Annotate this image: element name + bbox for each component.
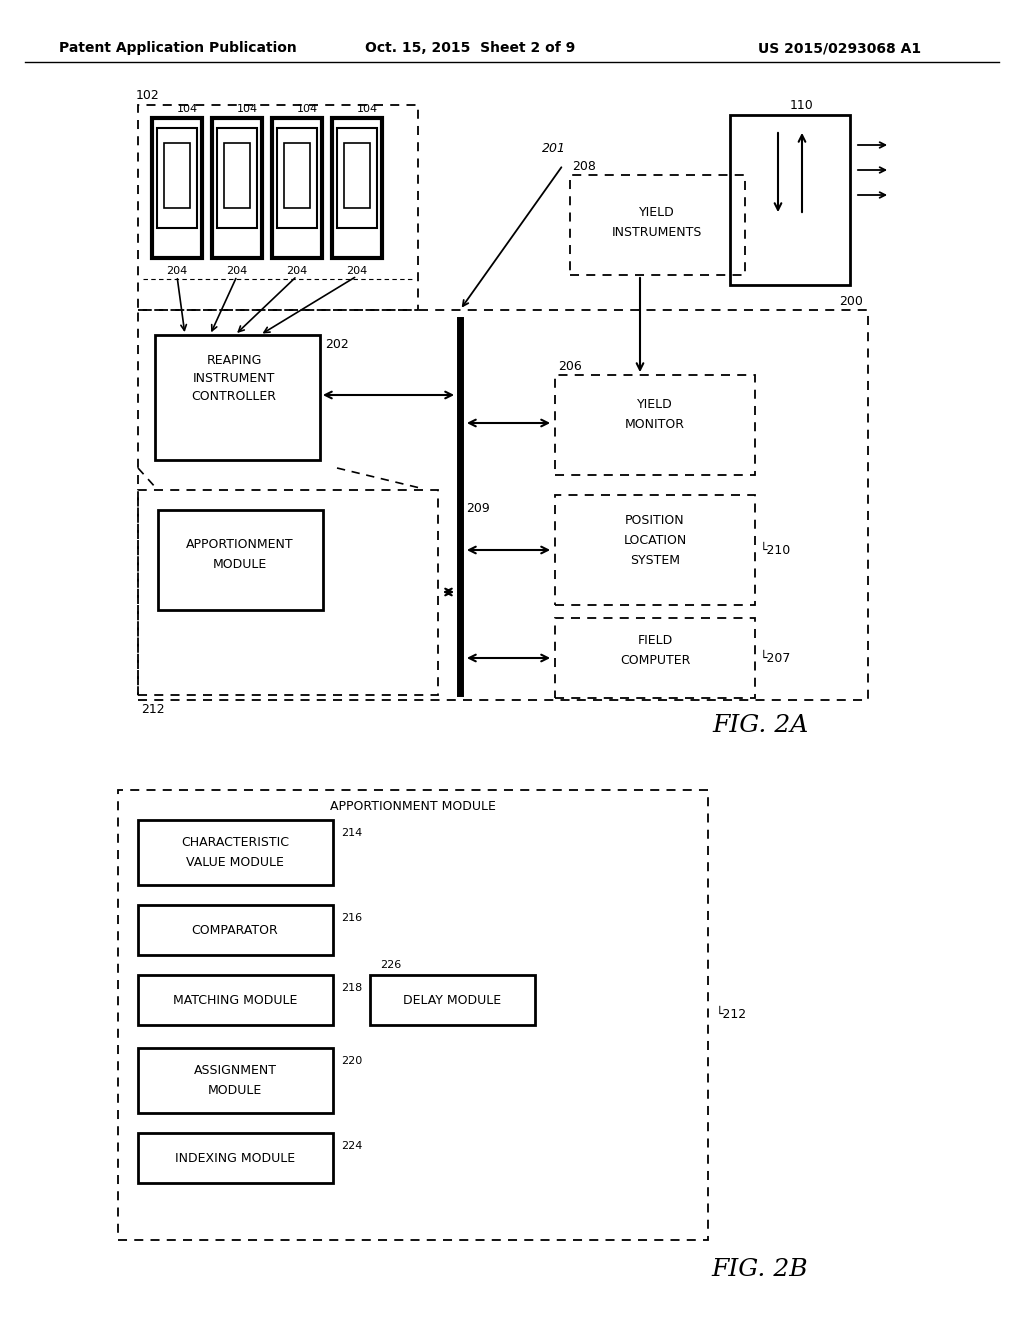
Bar xyxy=(555,618,755,698)
Bar xyxy=(164,143,190,209)
Text: COMPARATOR: COMPARATOR xyxy=(191,924,279,936)
Text: INSTRUMENT: INSTRUMENT xyxy=(193,371,275,384)
Bar xyxy=(138,1048,333,1113)
Text: 216: 216 xyxy=(341,913,362,923)
Text: 104: 104 xyxy=(177,104,198,114)
Bar xyxy=(155,335,319,459)
Bar xyxy=(570,176,745,275)
Text: FIG. 2B: FIG. 2B xyxy=(712,1258,808,1282)
Text: INDEXING MODULE: INDEXING MODULE xyxy=(175,1151,295,1164)
Bar xyxy=(138,906,333,954)
Bar xyxy=(138,1133,333,1183)
Text: 104: 104 xyxy=(357,104,378,114)
Bar xyxy=(272,117,322,257)
Text: MONITOR: MONITOR xyxy=(625,418,685,432)
Text: SYSTEM: SYSTEM xyxy=(630,553,680,566)
Text: 220: 220 xyxy=(341,1056,362,1067)
Text: YIELD: YIELD xyxy=(639,206,675,219)
Text: REAPING: REAPING xyxy=(206,354,262,367)
Text: US 2015/0293068 A1: US 2015/0293068 A1 xyxy=(759,41,922,55)
Text: 200: 200 xyxy=(839,294,863,308)
Text: MODULE: MODULE xyxy=(208,1084,262,1097)
Bar xyxy=(730,115,850,285)
Text: DELAY MODULE: DELAY MODULE xyxy=(402,994,501,1006)
Text: 226: 226 xyxy=(380,960,401,970)
Bar xyxy=(138,820,333,884)
Text: 204: 204 xyxy=(287,267,307,276)
Text: └210: └210 xyxy=(760,544,792,557)
Text: CHARACTERISTIC: CHARACTERISTIC xyxy=(181,836,289,849)
Text: LOCATION: LOCATION xyxy=(624,533,687,546)
Text: 208: 208 xyxy=(572,160,596,173)
Text: 202: 202 xyxy=(325,338,349,351)
Text: └207: └207 xyxy=(760,652,792,664)
Text: 214: 214 xyxy=(341,828,362,838)
Text: 104: 104 xyxy=(237,104,258,114)
Text: 209: 209 xyxy=(466,503,489,516)
Bar xyxy=(212,117,262,257)
Bar xyxy=(138,490,438,696)
Text: 224: 224 xyxy=(341,1140,362,1151)
Bar xyxy=(370,975,535,1026)
Text: 104: 104 xyxy=(297,104,318,114)
Text: 204: 204 xyxy=(166,267,187,276)
Text: MODULE: MODULE xyxy=(213,558,267,572)
Text: 212: 212 xyxy=(141,704,165,715)
Text: CONTROLLER: CONTROLLER xyxy=(191,389,276,403)
Bar xyxy=(118,789,708,1239)
Text: FIELD: FIELD xyxy=(637,634,673,647)
Text: 110: 110 xyxy=(790,99,814,112)
Text: FIG. 2A: FIG. 2A xyxy=(712,714,808,737)
Text: 201: 201 xyxy=(542,141,566,154)
Text: VALUE MODULE: VALUE MODULE xyxy=(186,855,284,869)
Bar xyxy=(278,128,317,228)
Bar xyxy=(158,510,323,610)
Bar xyxy=(555,375,755,475)
Bar xyxy=(217,128,257,228)
Bar xyxy=(138,975,333,1026)
Text: 204: 204 xyxy=(346,267,368,276)
Text: 204: 204 xyxy=(226,267,248,276)
Bar xyxy=(332,117,382,257)
Text: └212: └212 xyxy=(716,1008,748,1022)
Text: YIELD: YIELD xyxy=(637,399,673,412)
Bar xyxy=(555,495,755,605)
Text: 218: 218 xyxy=(341,983,362,993)
Text: MATCHING MODULE: MATCHING MODULE xyxy=(173,994,297,1006)
Text: APPORTIONMENT: APPORTIONMENT xyxy=(186,539,294,552)
Text: 206: 206 xyxy=(558,360,582,374)
Text: APPORTIONMENT MODULE: APPORTIONMENT MODULE xyxy=(330,800,496,813)
Bar xyxy=(152,117,202,257)
Text: 102: 102 xyxy=(136,88,160,102)
Bar xyxy=(337,128,377,228)
Text: POSITION: POSITION xyxy=(626,513,685,527)
Bar xyxy=(284,143,310,209)
Text: INSTRUMENTS: INSTRUMENTS xyxy=(611,227,702,239)
Text: COMPUTER: COMPUTER xyxy=(620,653,690,667)
Bar xyxy=(138,106,418,310)
Text: Patent Application Publication: Patent Application Publication xyxy=(59,41,297,55)
Bar xyxy=(344,143,370,209)
Bar xyxy=(224,143,250,209)
Text: ASSIGNMENT: ASSIGNMENT xyxy=(194,1064,276,1077)
Bar xyxy=(157,128,197,228)
Bar xyxy=(138,310,868,700)
Text: Oct. 15, 2015  Sheet 2 of 9: Oct. 15, 2015 Sheet 2 of 9 xyxy=(365,41,575,55)
